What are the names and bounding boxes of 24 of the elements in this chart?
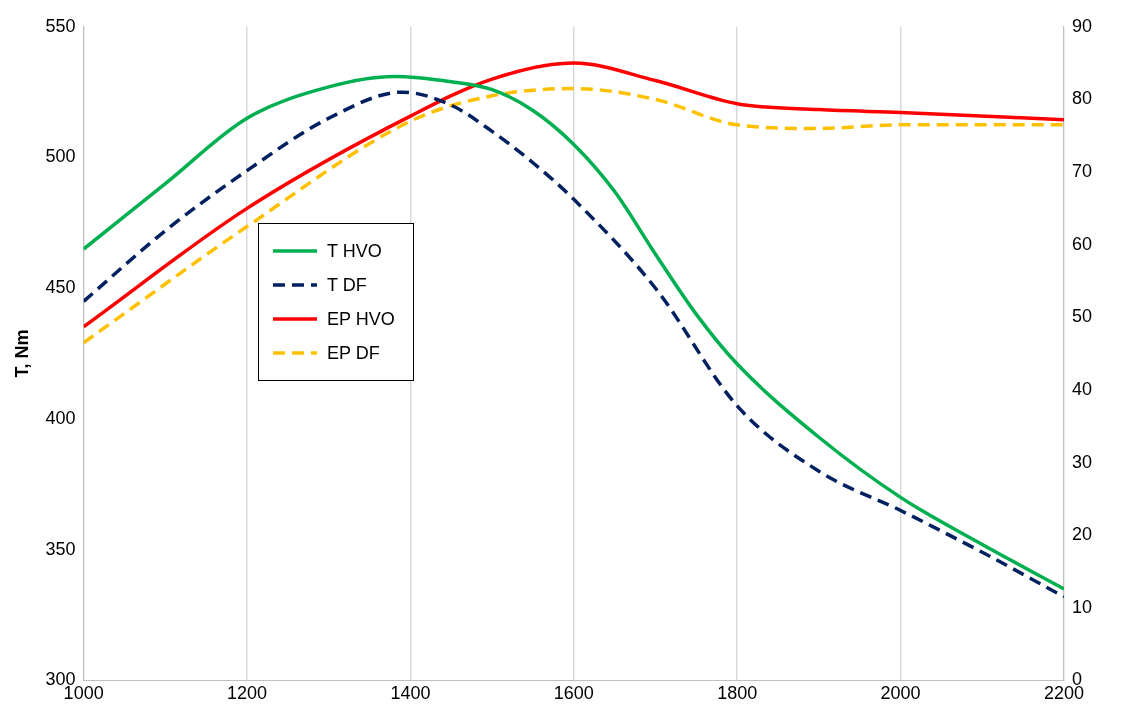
- legend-label: T HVO: [327, 240, 382, 262]
- y-tick-label: 450: [45, 277, 76, 298]
- y2-tick-label: 10: [1071, 596, 1093, 617]
- legend-label: EP DF: [327, 342, 380, 364]
- y2-tick-label: 30: [1071, 451, 1093, 472]
- x-tick-label: 1800: [717, 683, 758, 704]
- x-tick-label: 1600: [553, 683, 594, 704]
- legend-label: T DF: [327, 274, 367, 296]
- y2-tick-label: 70: [1071, 161, 1093, 182]
- y-tick-label: 400: [45, 407, 76, 428]
- y2-tick-label: 60: [1071, 233, 1093, 254]
- y2-tick-label: 80: [1071, 88, 1093, 109]
- y2-tick-label: 20: [1071, 524, 1093, 545]
- legend-label: EP HVO: [327, 308, 395, 330]
- y2-tick-label: 90: [1071, 15, 1093, 36]
- x-tick-label: 2000: [880, 683, 921, 704]
- y2-tick-label: 50: [1071, 306, 1093, 327]
- y-tick-label: 500: [45, 146, 76, 167]
- y-tick-label: 550: [45, 15, 76, 36]
- x-tick-label: 1200: [227, 683, 268, 704]
- x-tick-label: 1400: [390, 683, 431, 704]
- y-axis-title: T, Nm: [11, 329, 32, 378]
- y2-tick-label: 40: [1071, 378, 1093, 399]
- y-tick-label: 350: [45, 538, 76, 559]
